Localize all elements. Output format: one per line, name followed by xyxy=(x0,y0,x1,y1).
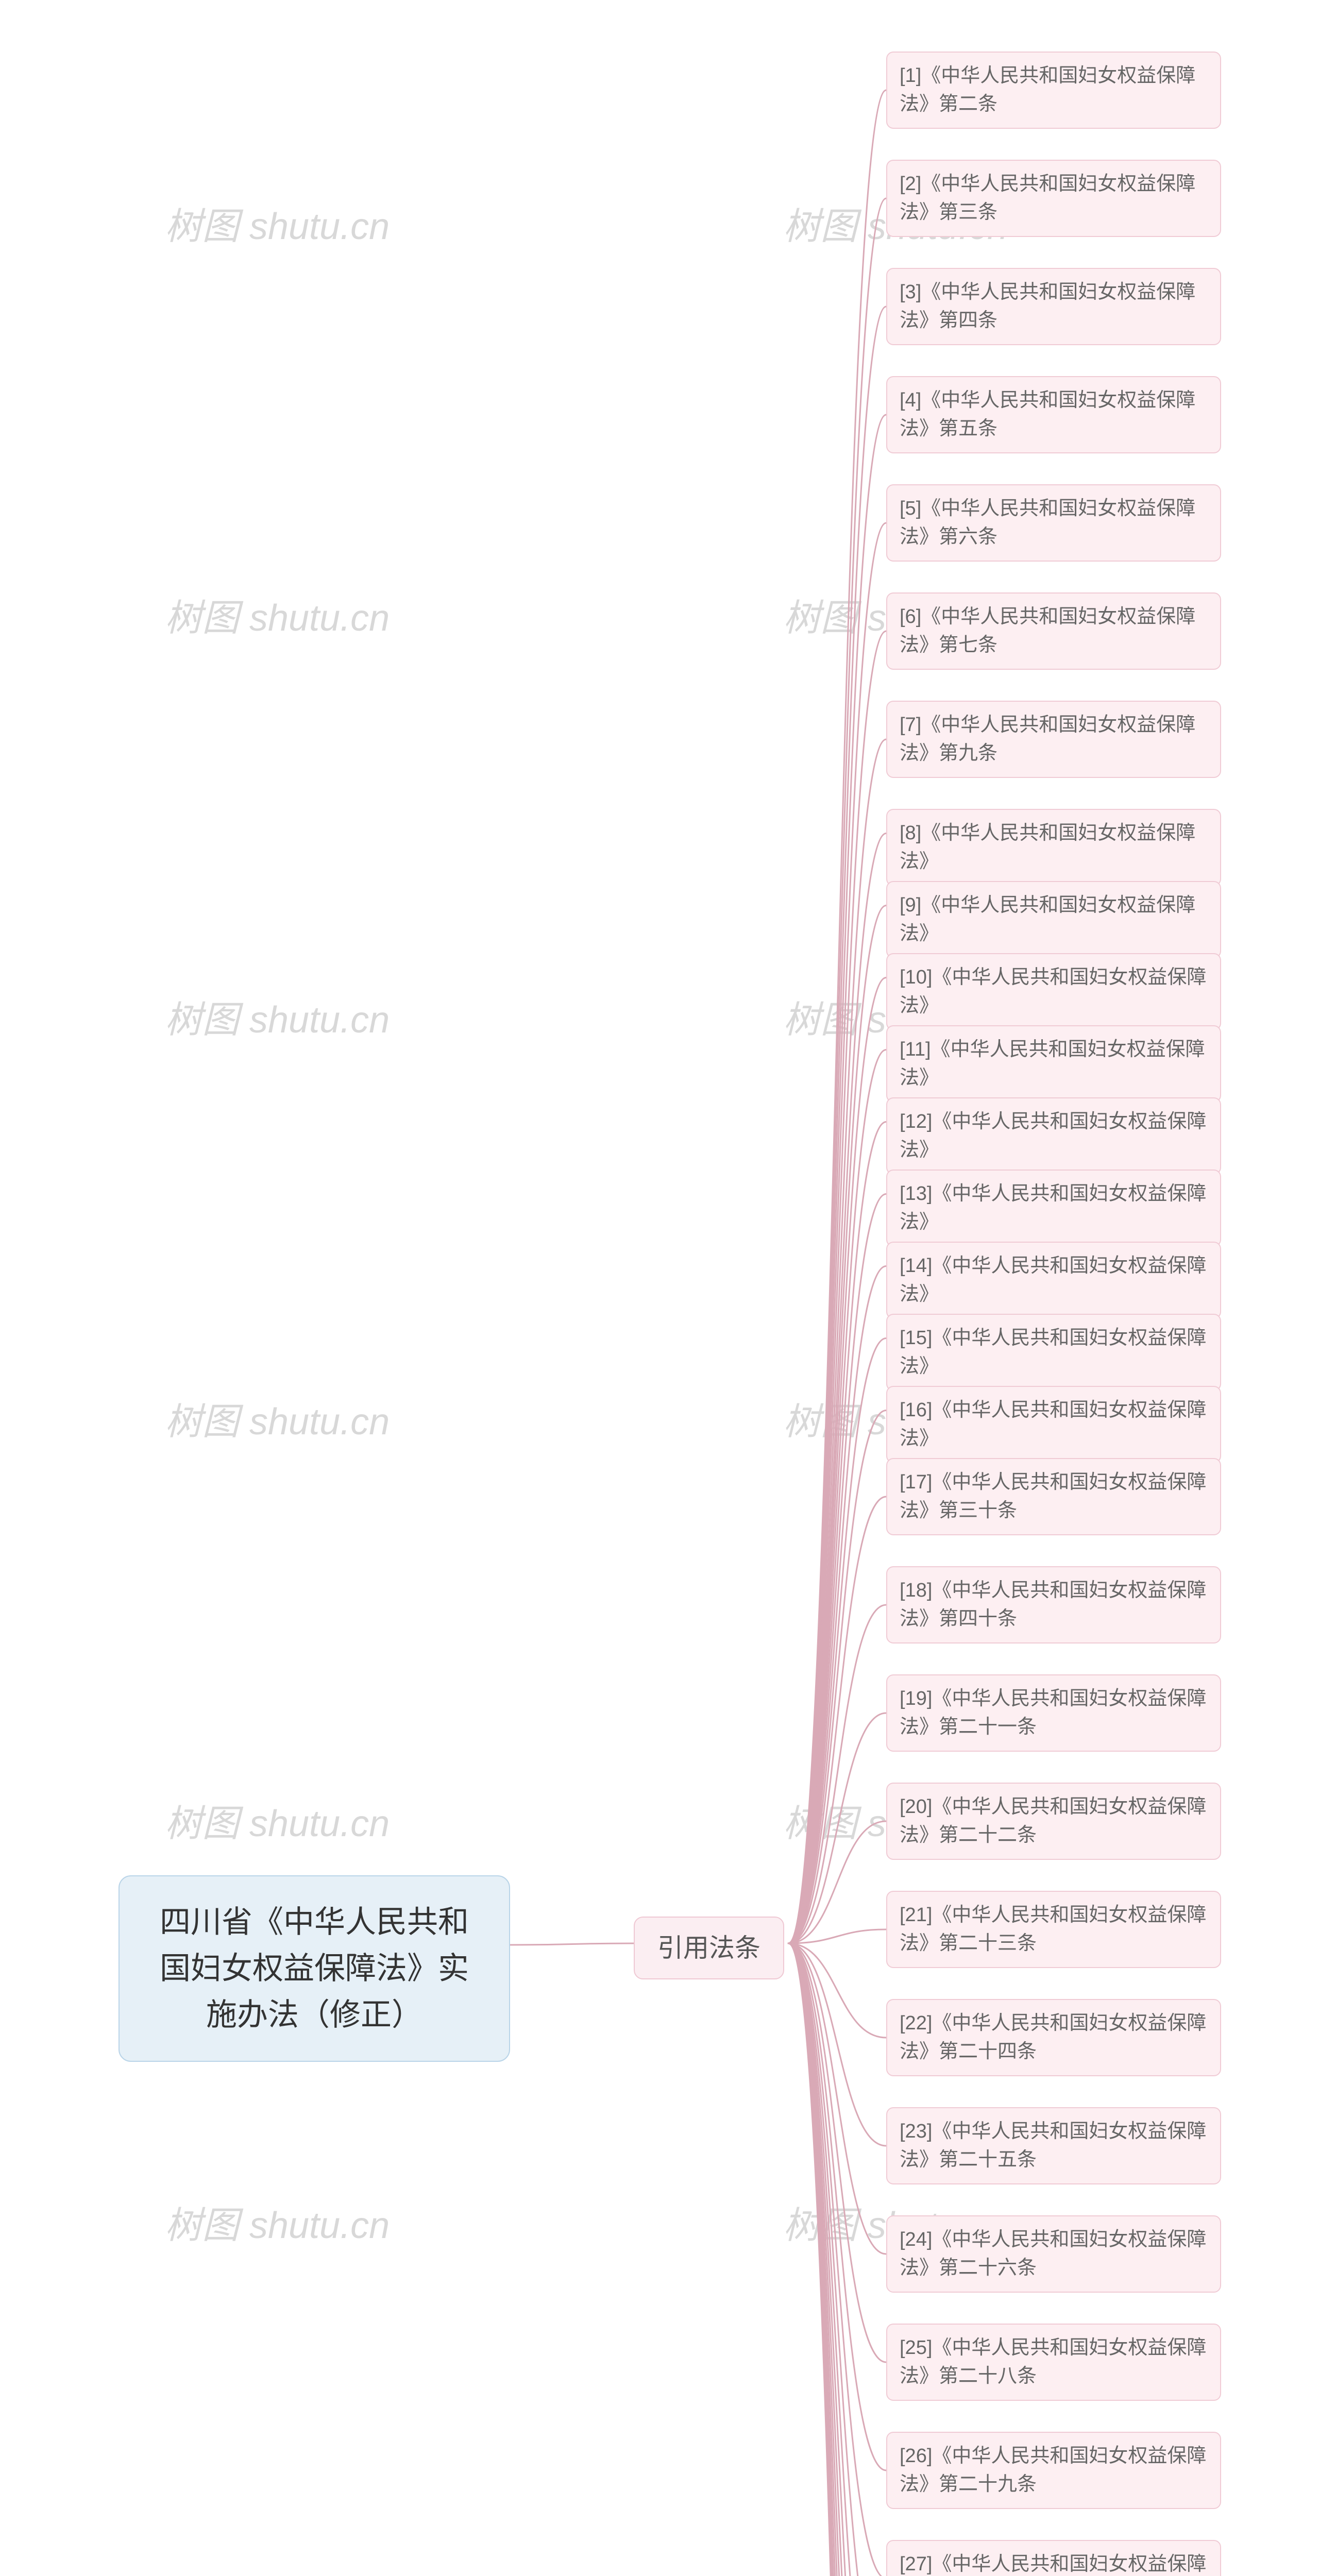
leaf-node[interactable]: [20]《中华人民共和国妇女权益保障法》第二十二条 xyxy=(886,1783,1221,1860)
leaf-node[interactable]: [24]《中华人民共和国妇女权益保障法》第二十六条 xyxy=(886,2215,1221,2293)
leaf-node[interactable]: [21]《中华人民共和国妇女权益保障法》第二十三条 xyxy=(886,1891,1221,1968)
leaf-node[interactable]: [18]《中华人民共和国妇女权益保障法》第四十条 xyxy=(886,1566,1221,1643)
leaf-node[interactable]: [26]《中华人民共和国妇女权益保障法》第二十九条 xyxy=(886,2432,1221,2509)
leaf-node[interactable]: [27]《中华人民共和国妇女权益保障法》第三十一条 xyxy=(886,2540,1221,2576)
root-node[interactable]: 四川省《中华人民共和国妇女权益保障法》实施办法（修正） xyxy=(119,1875,510,2062)
leaf-node[interactable]: [9]《中华人民共和国妇女权益保障法》 xyxy=(886,881,1221,958)
leaf-node[interactable]: [8]《中华人民共和国妇女权益保障法》 xyxy=(886,809,1221,886)
leaf-node[interactable]: [5]《中华人民共和国妇女权益保障法》第六条 xyxy=(886,484,1221,562)
leaf-node[interactable]: [12]《中华人民共和国妇女权益保障法》 xyxy=(886,1097,1221,1175)
leaf-node[interactable]: [15]《中华人民共和国妇女权益保障法》 xyxy=(886,1314,1221,1391)
leaf-node[interactable]: [22]《中华人民共和国妇女权益保障法》第二十四条 xyxy=(886,1999,1221,2076)
leaf-node[interactable]: [10]《中华人民共和国妇女权益保障法》 xyxy=(886,953,1221,1030)
mindmap-canvas: 四川省《中华人民共和国妇女权益保障法》实施办法（修正） 引用法条 [1]《中华人民共… xyxy=(0,0,1319,2576)
leaf-node[interactable]: [11]《中华人民共和国妇女权益保障法》 xyxy=(886,1025,1221,1103)
leaf-node[interactable]: [1]《中华人民共和国妇女权益保障法》第二条 xyxy=(886,52,1221,129)
leaf-node[interactable]: [25]《中华人民共和国妇女权益保障法》第二十八条 xyxy=(886,2324,1221,2401)
leaf-node[interactable]: [2]《中华人民共和国妇女权益保障法》第三条 xyxy=(886,160,1221,237)
leaf-node[interactable]: [14]《中华人民共和国妇女权益保障法》 xyxy=(886,1242,1221,1319)
leaf-node[interactable]: [23]《中华人民共和国妇女权益保障法》第二十五条 xyxy=(886,2107,1221,2184)
leaf-node[interactable]: [4]《中华人民共和国妇女权益保障法》第五条 xyxy=(886,376,1221,453)
leaf-node[interactable]: [16]《中华人民共和国妇女权益保障法》 xyxy=(886,1386,1221,1463)
leaf-node[interactable]: [13]《中华人民共和国妇女权益保障法》 xyxy=(886,1170,1221,1247)
leaf-node[interactable]: [7]《中华人民共和国妇女权益保障法》第九条 xyxy=(886,701,1221,778)
leaf-node[interactable]: [19]《中华人民共和国妇女权益保障法》第二十一条 xyxy=(886,1674,1221,1752)
leaf-node[interactable]: [17]《中华人民共和国妇女权益保障法》第三十条 xyxy=(886,1458,1221,1535)
leaf-node[interactable]: [3]《中华人民共和国妇女权益保障法》第四条 xyxy=(886,268,1221,345)
leaf-node[interactable]: [6]《中华人民共和国妇女权益保障法》第七条 xyxy=(886,592,1221,670)
mid-node-citations[interactable]: 引用法条 xyxy=(634,1917,784,1979)
